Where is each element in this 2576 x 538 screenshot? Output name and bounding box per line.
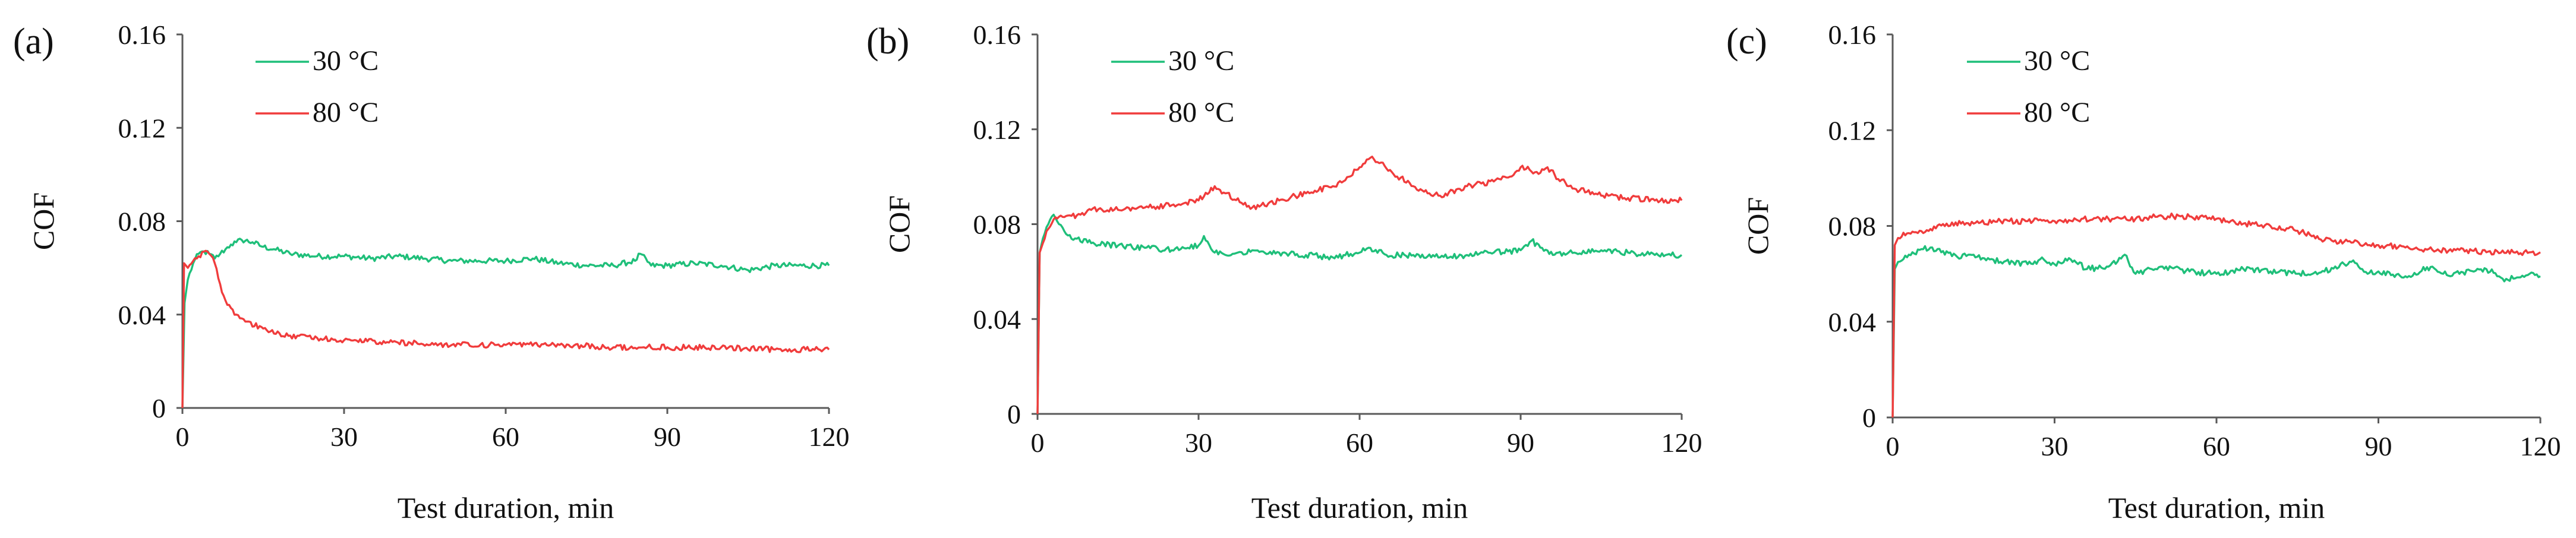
y-tick-label: 0.08 [973,210,1021,240]
y-tick-label: 0.16 [973,20,1021,50]
series-line-0 [1036,213,1683,414]
panel-label: (b) [866,21,909,62]
x-tick-label: 90 [2365,431,2392,461]
y-tick-label: 0.04 [118,300,166,330]
x-tick-label: 90 [1507,428,1534,458]
legend-label-1: 80 °C [313,97,379,128]
x-tick-label: 30 [330,422,358,452]
legend-label-0: 30 °C [313,45,379,77]
y-tick-label: 0.12 [973,115,1021,145]
panel-label: (c) [1726,21,1767,62]
chart-panel-0: (a) 0 0.04 0.08 0.12 0.16 0 30 60 90 120 Test durat… [13,20,850,524]
x-axis-title: Test duration, min [398,491,614,524]
x-axis-title: Test duration, min [2108,491,2325,524]
y-tick-label: 0.12 [118,113,166,143]
y-tick-label: 0.04 [1828,307,1877,337]
x-tick-label: 120 [1661,428,1702,458]
y-tick-label: 0.04 [973,304,1021,334]
legend-label-1: 80 °C [2024,97,2090,128]
series-line-0 [1891,245,2541,418]
series-line-1 [1036,156,1683,414]
legend-label-0: 30 °C [2024,45,2090,77]
legend-label-0: 30 °C [1168,45,1234,77]
y-tick-label: 0.08 [118,207,166,237]
y-axis-title: COF [882,195,916,253]
x-tick-label: 0 [1031,428,1045,458]
x-tick-label: 30 [1185,428,1212,458]
y-tick-label: 0.12 [1828,115,1877,145]
chart-panel-2: (c) 0 0.04 0.08 0.12 0.16 0 30 60 90 120 Test durat… [1726,20,2561,524]
x-tick-label: 0 [1886,431,1900,461]
x-tick-label: 30 [2041,431,2069,461]
legend-label-1: 80 °C [1168,97,1234,128]
y-tick-label: 0.16 [1828,20,1877,50]
x-tick-label: 90 [654,422,681,452]
y-tick-label: 0.08 [1828,211,1877,242]
y-tick-label: 0 [1007,399,1021,429]
x-tick-label: 60 [492,422,519,452]
y-axis-title: COF [27,192,60,250]
y-axis-title: COF [1741,197,1774,255]
series-line-0 [181,238,830,409]
x-tick-label: 120 [809,422,850,452]
x-tick-label: 60 [1346,428,1373,458]
x-tick-label: 60 [2203,431,2230,461]
chart-panel-1: (b) 0 0.04 0.08 0.12 0.16 0 30 60 90 120 Test durat… [866,20,1702,524]
panel-label: (a) [13,21,54,62]
series-line-1 [1891,212,2541,418]
y-tick-label: 0.16 [118,20,166,50]
x-axis-title: Test duration, min [1251,491,1468,524]
y-tick-label: 0 [1862,403,1876,433]
y-tick-label: 0 [152,393,166,423]
x-tick-label: 0 [176,422,190,452]
series-line-1 [181,249,830,409]
x-tick-label: 120 [2520,431,2561,461]
